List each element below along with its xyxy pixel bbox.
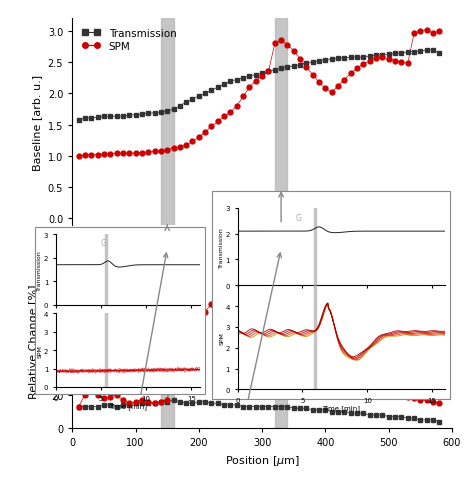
SPM	[342, 77, 347, 83]
SPM	[424, 28, 430, 33]
SPM	[418, 29, 423, 35]
Transmission	[158, 110, 164, 116]
Y-axis label: Baseline [arb. u.]: Baseline [arb. u.]	[32, 74, 42, 170]
Text: G: G	[101, 238, 107, 247]
Bar	[275, 19, 288, 225]
Transmission	[430, 47, 436, 53]
Transmission	[418, 49, 423, 55]
X-axis label: Time [min]: Time [min]	[109, 402, 147, 409]
Transmission	[437, 51, 442, 57]
Transmission	[342, 56, 347, 61]
Legend: Transmission, SPM: Transmission, SPM	[77, 25, 181, 56]
Y-axis label: Transmission: Transmission	[37, 250, 42, 290]
Line: Transmission: Transmission	[79, 50, 439, 121]
Transmission	[316, 59, 322, 65]
Transmission	[164, 109, 170, 115]
Transmission	[380, 53, 385, 59]
Bar	[161, 254, 173, 428]
Line: SPM: SPM	[79, 30, 439, 156]
X-axis label: Time [min]: Time [min]	[322, 405, 360, 411]
SPM	[380, 55, 385, 61]
SPM	[158, 149, 164, 154]
Bar	[275, 254, 288, 428]
Text: G: G	[296, 213, 302, 222]
Y-axis label: Transmission: Transmission	[219, 227, 224, 267]
Bar	[161, 19, 173, 225]
SPM	[164, 147, 170, 153]
Y-axis label: SPM: SPM	[37, 344, 42, 357]
Transmission	[76, 118, 82, 123]
X-axis label: Position [$\mu$m]: Position [$\mu$m]	[225, 453, 300, 467]
SPM	[76, 153, 82, 159]
SPM	[316, 80, 322, 86]
Y-axis label: SPM: SPM	[219, 331, 224, 344]
SPM	[437, 29, 442, 35]
Y-axis label: Relative Change [%]: Relative Change [%]	[29, 284, 39, 398]
